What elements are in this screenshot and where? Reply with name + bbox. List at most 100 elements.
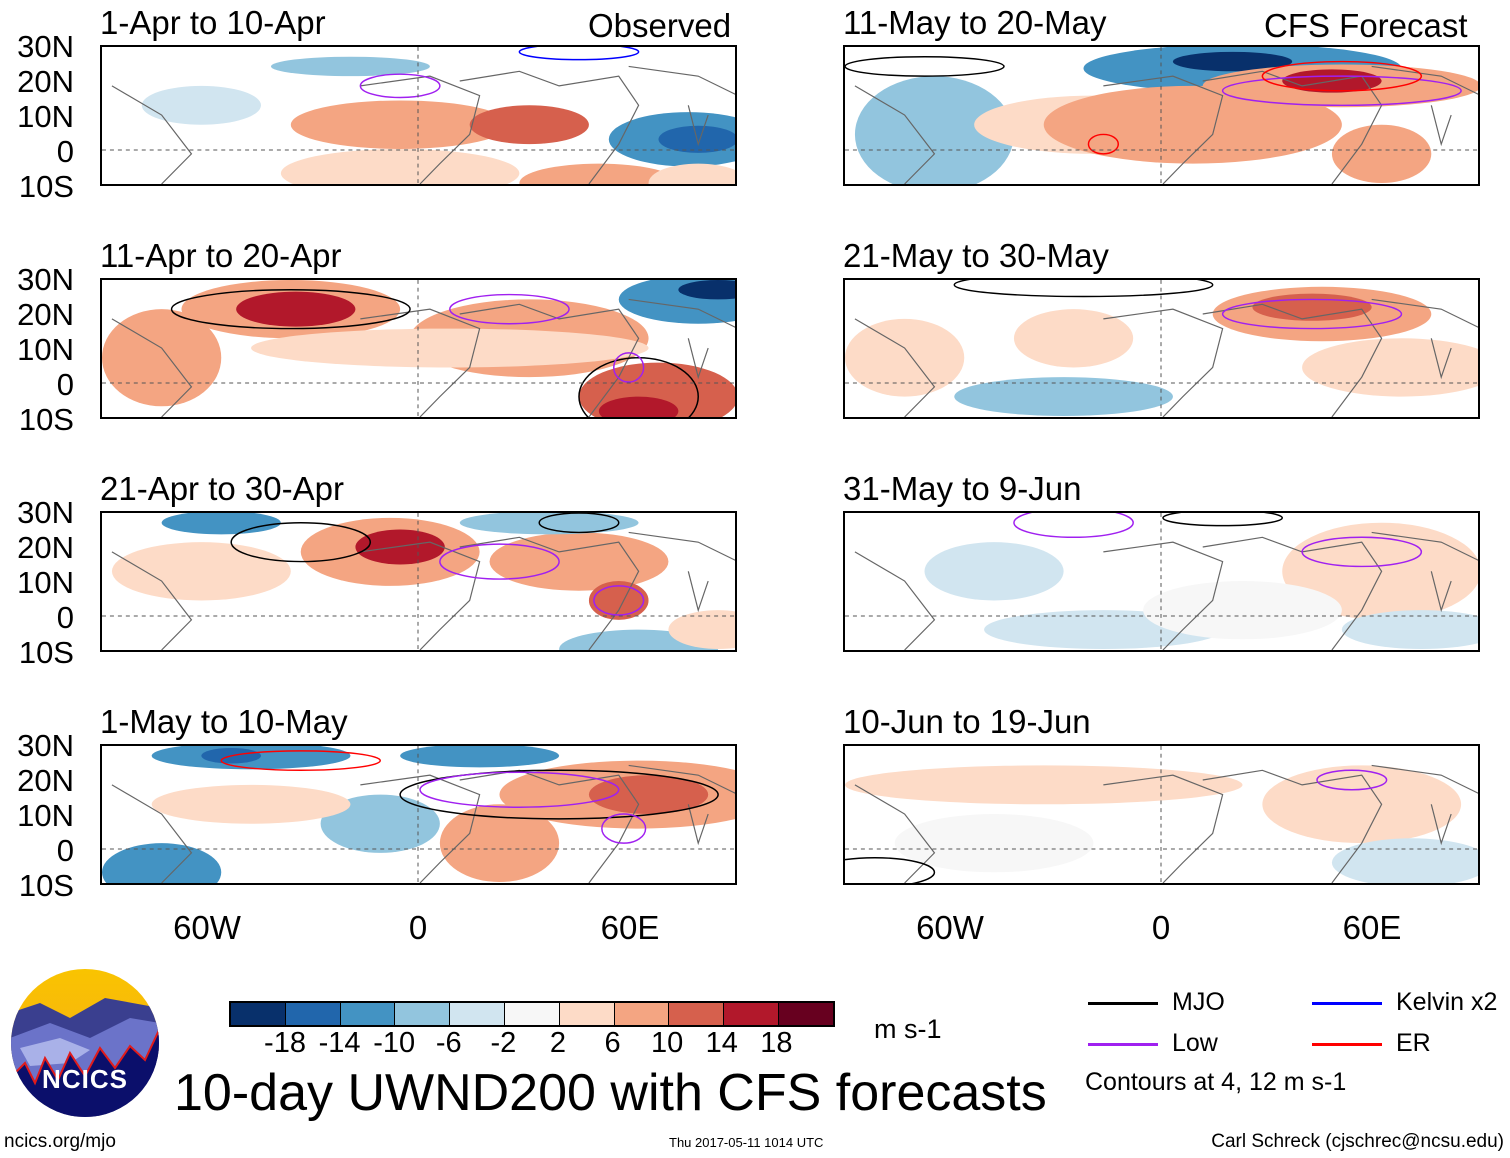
anomaly-map-panel [843, 744, 1480, 885]
coastline [111, 531, 735, 650]
anomaly-region [678, 280, 735, 300]
anomaly-region [924, 542, 1064, 601]
colorbar-swatch [504, 1003, 560, 1025]
latitude-label: 10N [17, 332, 74, 367]
anomaly-region [469, 105, 589, 145]
panel-title: 21-Apr to 30-Apr [100, 470, 344, 507]
colorbar-tick: 10 [651, 1027, 684, 1059]
contour-line [518, 47, 640, 61]
legend-label: Low [1172, 1029, 1218, 1057]
longitude-label: 60E [1342, 909, 1402, 946]
anomaly-region [854, 76, 1014, 184]
contour-line [449, 293, 570, 325]
contour-line [538, 513, 620, 534]
longitude-label: 0 [408, 909, 428, 946]
colorbar-tick: -14 [318, 1027, 361, 1059]
contour-line [601, 813, 647, 844]
anomaly-region [111, 542, 291, 601]
contour-line [230, 521, 372, 563]
anomaly-region [141, 85, 261, 125]
latitude-label: 10N [17, 798, 74, 833]
anomaly-region [1262, 765, 1462, 844]
legend-label: MJO [1172, 988, 1225, 1016]
latitude-label: 20N [17, 530, 74, 565]
contour-line [613, 352, 645, 383]
longitude-label: 0 [1151, 909, 1171, 946]
colorbar-units: m s-1 [874, 1014, 942, 1044]
anomaly-region [1341, 610, 1478, 650]
anomaly-region [270, 56, 430, 77]
anomaly-region [1331, 124, 1432, 184]
anomaly-region [588, 775, 709, 815]
anomaly-region [320, 794, 440, 853]
colorbar-swatch [614, 1003, 670, 1025]
colorbar-tick: -2 [490, 1027, 517, 1059]
legend-label: Kelvin x2 [1396, 988, 1498, 1016]
legend-line [1088, 1043, 1158, 1046]
contour-line [220, 750, 381, 772]
latitude-label: 10N [17, 565, 74, 600]
panel-title: 1-May to 10-May [100, 703, 348, 740]
anomaly-region [102, 309, 222, 407]
colorbar-swatch [669, 1003, 725, 1025]
anomaly-region [519, 163, 679, 184]
colorbar-swatch [340, 1003, 396, 1025]
latitude-label: 30N [17, 262, 74, 297]
anomaly-map-panel [843, 511, 1480, 652]
latitude-label: 0 [56, 367, 74, 402]
latitude-label: 0 [56, 600, 74, 635]
forecast-label: CFS Forecast [1264, 7, 1468, 44]
colorbar-swatch [231, 1003, 286, 1025]
colorbar-swatch [395, 1003, 451, 1025]
coastline [854, 298, 1478, 417]
contour-line [1162, 513, 1283, 527]
contour-note: Contours at 4, 12 m s-1 [1085, 1068, 1347, 1096]
logo-text: NCICS [42, 1064, 128, 1094]
anomaly-region [489, 532, 669, 591]
legend-label: ER [1396, 1029, 1431, 1057]
legend-line [1312, 1002, 1382, 1005]
anomaly-map-panel [100, 278, 737, 419]
contour-line [1316, 769, 1388, 791]
anomaly-region [355, 529, 445, 565]
contour-line [1087, 133, 1120, 155]
anomaly-map-panel [100, 45, 737, 186]
latitude-label: 10S [18, 635, 74, 670]
anomaly-region [290, 100, 510, 150]
anomaly-region [1172, 51, 1293, 72]
contour-line [845, 55, 1005, 77]
longitude-label: 60E [600, 909, 660, 946]
panel-title: 31-May to 9-Jun [843, 470, 1082, 507]
contour-line [399, 769, 719, 820]
contour-line [845, 857, 936, 883]
latitude-label: 20N [17, 64, 74, 99]
coastline [111, 65, 735, 184]
contour-line [359, 73, 441, 99]
anomaly-region [439, 804, 560, 883]
anomaly-region [894, 814, 1094, 873]
contour-line [1261, 60, 1423, 92]
panel-title: 21-May to 30-May [843, 237, 1109, 274]
legend-line [1088, 1002, 1158, 1005]
colorbar-swatch [724, 1003, 779, 1025]
anomaly-region [668, 610, 735, 650]
latitude-label: 20N [17, 763, 74, 798]
footer-timestamp: Thu 2017-05-11 1014 UTC [669, 1135, 824, 1150]
latitude-label: 30N [17, 728, 74, 763]
latitude-label: 20N [17, 297, 74, 332]
legend-line [1312, 1043, 1382, 1046]
anomaly-region [400, 746, 560, 768]
anomaly-region [845, 765, 1243, 805]
anomaly-region [251, 328, 649, 368]
latitude-label: 30N [17, 495, 74, 530]
footer-url[interactable]: ncics.org/mjo [4, 1131, 116, 1152]
panel-title: 1-Apr to 10-Apr [100, 4, 326, 41]
ncics-logo: NCICS [10, 968, 160, 1118]
anomaly-region [598, 396, 679, 417]
coastline [111, 764, 735, 883]
anomaly-region [845, 318, 965, 397]
latitude-label: 0 [56, 833, 74, 868]
latitude-label: 0 [56, 134, 74, 169]
latitude-label: 30N [17, 29, 74, 64]
anomaly-region [1043, 85, 1342, 164]
